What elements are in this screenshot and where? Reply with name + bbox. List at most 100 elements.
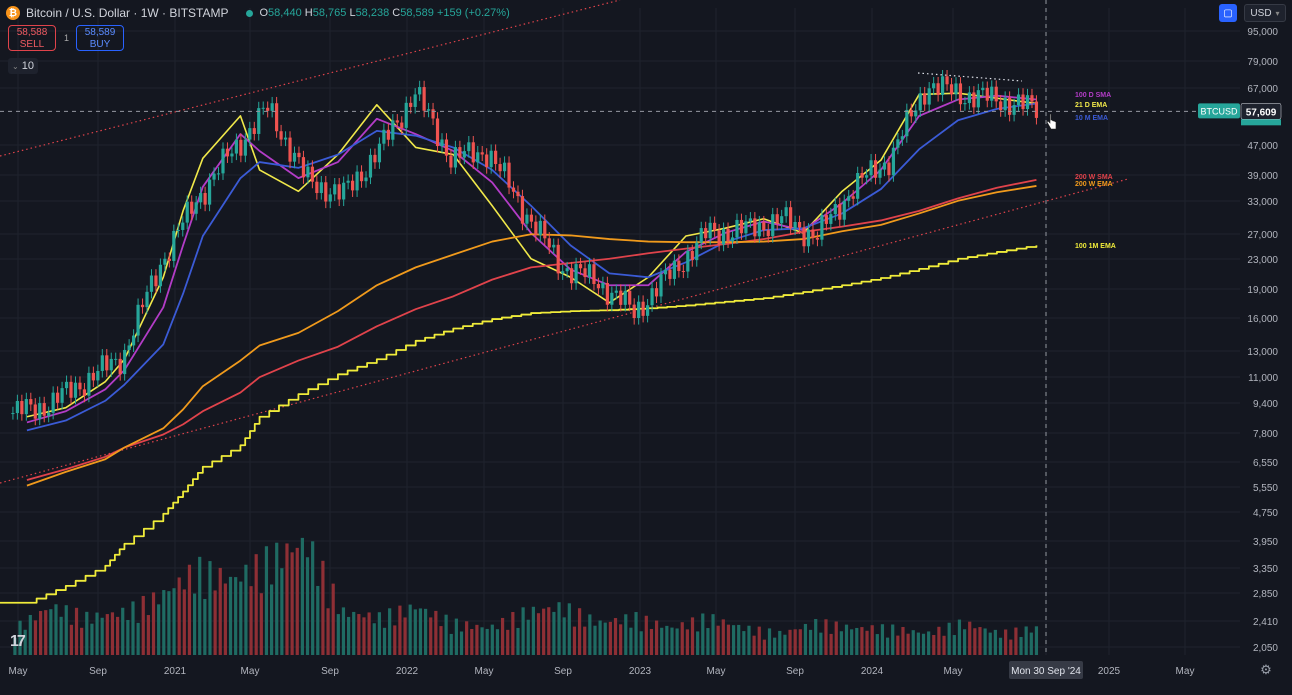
volume-bar bbox=[218, 567, 222, 655]
candle-body bbox=[891, 147, 896, 176]
candle-body bbox=[690, 250, 694, 261]
volume-bar bbox=[177, 577, 181, 655]
volume-bar bbox=[54, 604, 58, 655]
candle-body bbox=[279, 131, 283, 140]
price-tick-label: 3,350 bbox=[1253, 564, 1278, 575]
candle-body bbox=[744, 221, 748, 234]
buy-price: 58,589 bbox=[84, 27, 116, 38]
buy-button[interactable]: 58,589 BUY bbox=[76, 25, 124, 51]
candle-body bbox=[954, 83, 958, 95]
volume-bar bbox=[198, 556, 202, 655]
candle-body bbox=[637, 301, 641, 319]
candle-body bbox=[444, 139, 449, 156]
volume-bar bbox=[865, 630, 869, 655]
volume-bar bbox=[146, 615, 150, 655]
volume-bar bbox=[444, 614, 448, 655]
sell-button[interactable]: 58,588 SELL bbox=[8, 25, 56, 51]
candle-body bbox=[426, 109, 431, 111]
gear-icon[interactable]: ⚙ bbox=[1260, 662, 1272, 677]
currency-select[interactable]: USD ▾ bbox=[1244, 4, 1286, 22]
volume-bar bbox=[234, 577, 238, 655]
candle-body bbox=[771, 214, 775, 237]
candle-body bbox=[337, 184, 341, 200]
spread-value: 1 bbox=[64, 33, 70, 43]
volume-bar bbox=[516, 627, 520, 655]
volume-bar bbox=[85, 611, 89, 655]
candle-body bbox=[20, 401, 24, 415]
candle-body bbox=[748, 218, 752, 222]
candle-body bbox=[793, 222, 797, 229]
candle-body bbox=[154, 275, 158, 287]
candle-body bbox=[762, 222, 766, 231]
volume-bar bbox=[418, 608, 423, 655]
price-tick-label: 6,550 bbox=[1253, 458, 1278, 469]
volume-bar bbox=[388, 608, 392, 655]
volume-bar bbox=[767, 628, 772, 655]
candle-body bbox=[824, 215, 828, 224]
volume-bar bbox=[203, 598, 207, 655]
volume-bar bbox=[115, 616, 120, 655]
candle-body bbox=[869, 160, 873, 176]
candle-body bbox=[873, 160, 878, 178]
symbol-title[interactable]: Bitcoin / U.S. Dollar · 1W · BITSTAMP bbox=[26, 6, 229, 20]
candle-body bbox=[131, 335, 136, 346]
volume-bar bbox=[480, 627, 484, 655]
candle-body bbox=[507, 162, 511, 188]
volume-bar bbox=[927, 631, 931, 655]
candle-body bbox=[780, 216, 784, 224]
volume-bar bbox=[552, 611, 556, 655]
candle-body bbox=[118, 358, 122, 375]
time-tick-label: May bbox=[1176, 666, 1195, 677]
chevron-down-icon: ▾ bbox=[1275, 8, 1280, 18]
volume-bar bbox=[962, 629, 967, 655]
price-tick-label: 3,950 bbox=[1253, 537, 1278, 548]
candle-body bbox=[699, 228, 703, 243]
volume-bar bbox=[824, 619, 828, 655]
indicator-line-21-d-ema bbox=[26, 92, 1037, 418]
candle-body bbox=[270, 103, 274, 111]
volume-bar bbox=[362, 617, 366, 655]
candle-body bbox=[686, 250, 690, 272]
candle-body bbox=[976, 90, 980, 108]
price-tick-label: 19,000 bbox=[1247, 285, 1278, 296]
indicators-toggle[interactable]: ⌄ 10 bbox=[8, 58, 38, 74]
volume-bar bbox=[475, 624, 479, 655]
volume-bar bbox=[747, 625, 751, 655]
volume-bar bbox=[701, 613, 705, 655]
volume-bar bbox=[321, 560, 325, 655]
candle-body bbox=[105, 355, 109, 371]
volume-bar bbox=[778, 630, 782, 655]
candle-body bbox=[1034, 101, 1039, 118]
calendar-button[interactable]: ▢ bbox=[1219, 4, 1237, 22]
volume-bar bbox=[808, 629, 813, 655]
candle-body bbox=[552, 244, 556, 248]
candle-body bbox=[1021, 94, 1025, 110]
volume-bar bbox=[803, 623, 808, 655]
candle-body bbox=[574, 264, 578, 284]
candle-body bbox=[721, 228, 726, 245]
candle-body bbox=[583, 268, 587, 278]
volume-bar bbox=[208, 561, 212, 655]
volume-bar bbox=[341, 607, 346, 655]
candle-body bbox=[15, 401, 19, 414]
candle-body bbox=[136, 304, 140, 336]
volume-bar bbox=[536, 613, 541, 655]
candle-body bbox=[306, 166, 310, 178]
volume-bar bbox=[731, 625, 736, 655]
volume-bar bbox=[1034, 626, 1039, 655]
candle-body bbox=[440, 139, 444, 147]
price-tick-label: 9,400 bbox=[1253, 399, 1278, 410]
candle-body bbox=[409, 102, 413, 107]
volume-bar bbox=[952, 635, 956, 655]
volume-bar bbox=[572, 626, 577, 655]
price-tick-label: 39,000 bbox=[1247, 171, 1278, 182]
time-tick-label: May bbox=[475, 666, 494, 677]
volume-bar bbox=[377, 612, 381, 655]
candle-body bbox=[181, 222, 185, 230]
volume-bar bbox=[742, 631, 746, 655]
time-tick-label: 2023 bbox=[629, 666, 652, 677]
candle-body bbox=[623, 290, 627, 305]
candle-body bbox=[283, 137, 288, 140]
indicator-label: 10 M EMA bbox=[1075, 115, 1108, 122]
